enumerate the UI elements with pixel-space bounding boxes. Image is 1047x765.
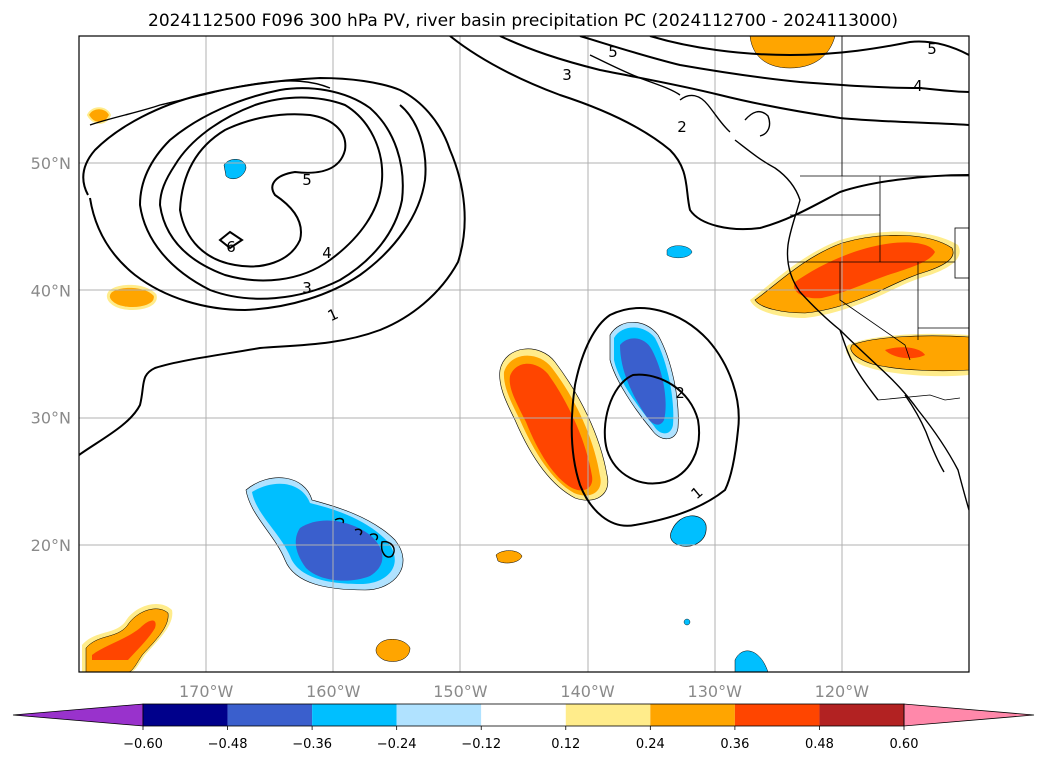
pv-contour-2b bbox=[89, 104, 427, 312]
pv-label-2: 2 bbox=[675, 384, 685, 402]
colorbar-swatch bbox=[481, 704, 566, 726]
pv-label-4-north: 4 bbox=[913, 77, 923, 95]
colorbar-frame bbox=[142, 703, 905, 727]
positive-anomaly-small-4 bbox=[106, 284, 157, 310]
lat-tick-label: 50°N bbox=[31, 154, 71, 173]
colorbar-tick-label: 0.12 bbox=[551, 737, 580, 752]
state-borders bbox=[788, 36, 969, 401]
pv-contour-4 bbox=[158, 96, 384, 282]
colorbar-tick-label: 0.48 bbox=[805, 737, 834, 752]
hawaii-islands bbox=[334, 517, 395, 558]
gridlines bbox=[79, 36, 969, 672]
positive-anomaly-small-6 bbox=[495, 550, 523, 564]
lat-tick-label: 40°N bbox=[31, 281, 71, 300]
longitude-ticks: 170°W 160°W 150°W 140°W 130°W 120°W bbox=[179, 682, 869, 701]
map-frame bbox=[78, 35, 970, 673]
positive-anomaly-small-5 bbox=[375, 639, 411, 662]
lon-tick-label: 130°W bbox=[688, 682, 743, 701]
pv-label-5-ne: 5 bbox=[927, 40, 937, 58]
pv-label-2-north: 2 bbox=[677, 118, 687, 136]
colorbar-tick-label: 0.24 bbox=[636, 737, 665, 752]
lon-tick-label: 140°W bbox=[560, 682, 615, 701]
lon-tick-label: 170°W bbox=[179, 682, 234, 701]
colorbar-extend-low bbox=[12, 703, 144, 727]
pv-contour-5 bbox=[178, 113, 347, 268]
map-panel: 1 1 2 2 3 3 4 4 5 5 5 6 bbox=[79, 36, 969, 672]
negative-anomaly-south bbox=[734, 650, 769, 672]
colorbar-tick-label: −0.60 bbox=[123, 737, 163, 752]
colorbar-swatch bbox=[143, 704, 228, 726]
pv-label-3: 3 bbox=[302, 279, 312, 297]
pv-contour-labels: 1 1 2 2 3 3 4 4 5 5 5 6 bbox=[226, 40, 937, 503]
pv-contour-3 bbox=[138, 87, 404, 300]
lon-tick-label: 120°W bbox=[815, 682, 870, 701]
colorbar-swatch bbox=[650, 704, 735, 726]
lon-tick-label: 160°W bbox=[306, 682, 361, 701]
colorbar-swatch bbox=[227, 704, 313, 726]
latitude-ticks: 20°N 30°N 40°N 50°N bbox=[31, 154, 71, 555]
pv-contour-north-4 bbox=[579, 36, 969, 93]
colorbar-tick-label: 0.36 bbox=[720, 737, 749, 752]
pv-label-6: 6 bbox=[226, 238, 236, 256]
colorbar-swatch bbox=[565, 704, 651, 726]
lat-tick-label: 20°N bbox=[31, 536, 71, 555]
pv-label-4: 4 bbox=[322, 244, 332, 262]
negative-anomaly-small-1 bbox=[670, 515, 707, 547]
pv-label-5-north: 5 bbox=[608, 43, 618, 61]
pv-label-5: 5 bbox=[302, 171, 312, 189]
colorbar-extend-high bbox=[903, 703, 1035, 727]
colorbar-tick-label: −0.24 bbox=[377, 737, 417, 752]
pv-contours bbox=[79, 36, 969, 527]
colorbar-swatch bbox=[819, 704, 904, 726]
colorbar-swatch bbox=[734, 704, 820, 726]
pv-label-3-north: 3 bbox=[562, 66, 572, 84]
positive-anomaly-top bbox=[749, 36, 836, 69]
positive-anomaly-small-7 bbox=[86, 107, 112, 124]
colorbar-swatch bbox=[312, 704, 397, 726]
colorbar-tick-label: 0.60 bbox=[890, 737, 919, 752]
pv-contour-2 bbox=[603, 373, 700, 485]
pv-contour-north-5 bbox=[649, 36, 969, 57]
pv-contour-north-2 bbox=[449, 36, 969, 231]
pv-contour-north-3 bbox=[499, 36, 969, 126]
colorbar-tick-label: −0.48 bbox=[208, 737, 248, 752]
colorbar-swatch bbox=[396, 704, 482, 726]
lat-tick-label: 30°N bbox=[31, 409, 71, 428]
pv-contour-1b bbox=[570, 307, 740, 527]
colorbar-tick-label: −0.12 bbox=[461, 737, 501, 752]
lon-tick-label: 150°W bbox=[433, 682, 488, 701]
negative-anomaly-small-3 bbox=[223, 159, 247, 179]
pv-contour-1 bbox=[79, 76, 466, 456]
colorbar-tick-label: −0.36 bbox=[292, 737, 332, 752]
colorbar: −0.60 −0.48 −0.36 −0.24 −0.12 0.12 0.24 0.36 0.4… bbox=[12, 703, 1035, 752]
precip-anomaly-shading bbox=[82, 36, 969, 672]
negative-anomaly-small-2 bbox=[666, 245, 693, 259]
figure-title: 2024112500 F096 300 hPa PV, river basin … bbox=[148, 11, 898, 31]
pv-contour-6 bbox=[218, 230, 244, 250]
